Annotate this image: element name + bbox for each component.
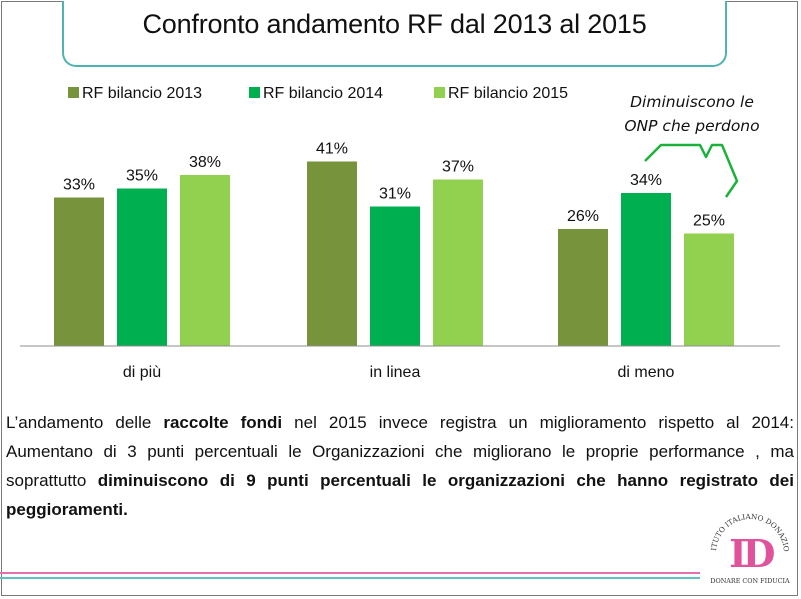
data-label: 35% [126,168,158,185]
legend-label: RF bilancio 2013 [82,85,202,102]
logo-monogram-d: D [743,531,776,576]
bar [621,193,671,346]
text-bold-1: raccolte fondi [163,413,283,432]
data-label: 25% [693,213,725,230]
data-label: 33% [63,177,95,194]
decorative-line-pink [0,572,700,574]
decorative-line-teal [0,577,700,579]
logo-tagline: DONARE CON FIDUCIA [710,577,790,585]
bar [433,179,483,346]
legend-label: RF bilancio 2015 [448,85,568,102]
bar [370,206,420,346]
callout-bracket [644,143,739,198]
category-label: di più [123,364,161,381]
annotation-line-1: Diminuiscono le [630,93,754,111]
annotation-line-2: ONP che perdono [624,117,760,135]
legend-label: RF bilancio 2014 [263,85,383,102]
text-part-1: L’andamento delle [6,413,164,432]
data-label: 41% [316,141,348,158]
logo-monogram-i: I [729,531,747,576]
category-label: di meno [618,364,675,381]
data-label: 38% [189,154,221,171]
title-box: Confronto andamento RF dal 2013 al 2015 [62,1,727,67]
page-title: Confronto andamento RF dal 2013 al 2015 [142,9,647,39]
chart-annotation: Diminuiscono le ONP che perdono [622,90,762,138]
text-bold-2: diminuiscono di 9 punti percentuali le o… [6,471,794,519]
bar-chart: RF bilancio 2013 RF bilancio 2014 RF bilan… [20,85,780,381]
data-label: 31% [379,186,411,203]
bar [117,188,167,346]
bar [558,229,608,346]
bar [307,161,357,346]
text-part-2: nel 2015 invece registra un migliorament… [6,413,794,490]
legend-swatch [249,87,260,98]
data-label: 37% [442,159,474,176]
category-label: in linea [370,364,421,381]
data-label: 26% [567,208,599,225]
legend-swatch [434,87,445,98]
description-paragraph: L’andamento delle raccolte fondi nel 201… [6,408,794,524]
bar [180,175,230,346]
bar [684,233,734,346]
bar [54,197,104,346]
legend-swatch [68,87,79,98]
data-label: 34% [630,172,662,189]
logo: ISTITUTO ITALIANO DONAZIONE I D DONARE C… [700,495,791,585]
